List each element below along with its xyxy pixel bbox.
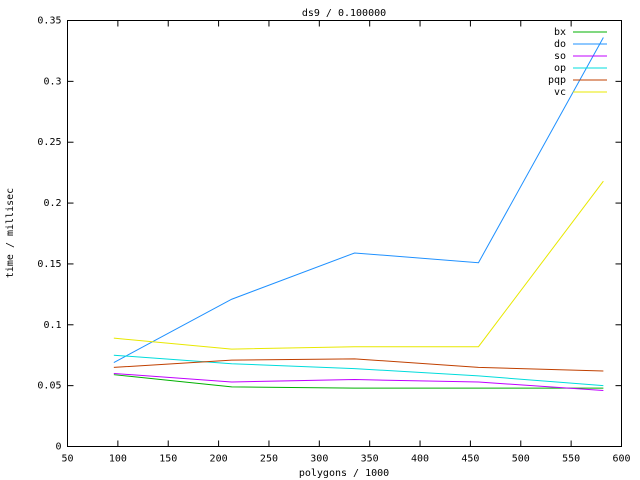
y-tick-label: 0 [55,442,61,453]
legend-label: pqp [548,75,566,86]
y-tick-label: 0.15 [37,259,61,270]
legend-label: op [554,63,566,74]
series-line [113,354,604,387]
y-tick-label: 0.2 [43,198,61,209]
x-tick-label: 250 [260,454,278,465]
chart-title: ds9 / 0.100000 [302,8,386,19]
x-tick-label: 350 [361,454,379,465]
legend-label: so [554,51,566,62]
x-tick-label: 500 [512,454,530,465]
x-tick-label: 100 [109,454,127,465]
series-line [113,374,604,389]
series-line [113,37,604,363]
x-tick-label: 400 [411,454,429,465]
y-axis-label: time / millisec [5,188,16,278]
legend-label: do [554,39,566,50]
x-axis-label: polygons / 1000 [299,468,389,479]
plot-frame [67,20,622,447]
y-tick-label: 0.3 [43,76,61,87]
series-line [113,358,604,372]
series-line [113,372,604,392]
x-tick-label: 600 [612,454,630,465]
x-tick-label: 50 [61,454,73,465]
series-line [113,180,604,350]
x-tick-label: 550 [562,454,580,465]
y-tick-label: 0.35 [37,16,61,27]
x-tick-label: 200 [210,454,228,465]
x-tick-label: 150 [159,454,177,465]
legend-label: vc [554,87,566,98]
x-tick-label: 300 [310,454,328,465]
y-tick-label: 0.25 [37,137,61,148]
legend-label: bx [554,27,566,38]
x-tick-label: 450 [461,454,479,465]
y-tick-label: 0.05 [37,381,61,392]
y-tick-label: 0.1 [43,320,61,331]
